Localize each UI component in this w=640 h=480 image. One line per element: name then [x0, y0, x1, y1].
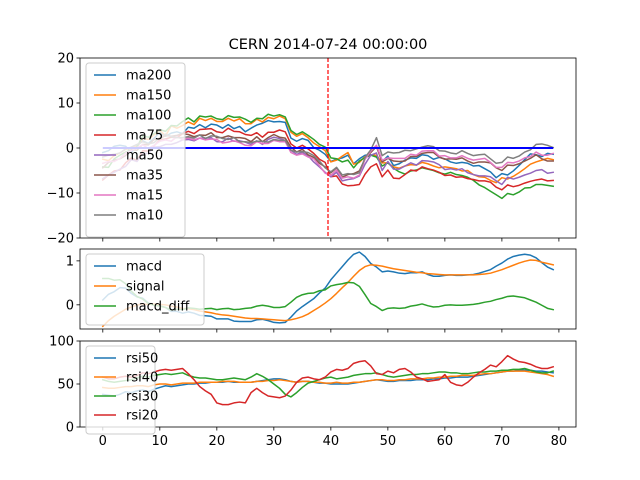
- legend-label-ma150: ma150: [126, 89, 171, 104]
- y-tick-label: −20: [47, 232, 74, 247]
- legend-label-ma200: ma200: [126, 69, 171, 84]
- legend-2: macd signal macd_diff: [85, 253, 205, 326]
- legend-label-rsi40: rsi40: [126, 371, 158, 386]
- y-tick-label: −10: [47, 187, 74, 202]
- x-tick-label: 70: [494, 434, 511, 449]
- y-tick-label: 20: [57, 52, 74, 67]
- legend-label-rsi20: rsi20: [126, 409, 158, 424]
- y-tick-label: 0: [66, 421, 74, 436]
- x-tick-label: 0: [99, 434, 107, 449]
- series-line-rsi20: [101, 354, 555, 406]
- legend-box: [85, 62, 186, 238]
- y-tick-label: 0: [66, 298, 74, 313]
- legend-3: rsi50 rsi40 rsi30 rsi20: [85, 345, 158, 435]
- x-tick-label: 40: [323, 434, 340, 449]
- legend-label-rsi30: rsi30: [126, 390, 158, 405]
- legend-label-ma35: ma35: [126, 169, 163, 184]
- legend-label-signal: signal: [126, 280, 164, 295]
- legend-label-ma75: ma75: [126, 129, 163, 144]
- legend-1: ma200 ma150 ma100 ma75 ma50 ma35 ma15 ma10: [85, 62, 186, 238]
- axes-frame-2: [79, 248, 577, 330]
- x-tick-label: 30: [266, 434, 283, 449]
- legend-label-macd: macd: [126, 260, 162, 275]
- series-line-rsi40: [101, 370, 555, 390]
- legend-label-macd_diff: macd_diff: [126, 300, 190, 315]
- panel-1: −20−1001020ma200ma150ma100ma75ma50ma35ma…: [47, 52, 577, 247]
- series-line-rsi30: [101, 367, 555, 398]
- y-tick-label: 0: [66, 142, 74, 157]
- x-tick-label: 50: [380, 434, 397, 449]
- legend-label-ma100: ma100: [126, 109, 171, 124]
- legend-label-rsi50: rsi50: [126, 352, 158, 367]
- plot-area-3: [101, 354, 555, 406]
- x-tick-label: 80: [551, 434, 568, 449]
- x-tick-label: 10: [152, 434, 169, 449]
- chart-panels: −20−1001020ma200ma150ma100ma75ma50ma35ma…: [47, 52, 577, 449]
- y-tick-label: 10: [57, 97, 74, 112]
- legend-label-ma10: ma10: [126, 209, 163, 224]
- y-tick-label: 1: [66, 254, 74, 269]
- panel-2: 0 1 macd signal macd_diff: [66, 248, 577, 333]
- legend-box: [85, 345, 156, 435]
- legend-label-ma15: ma15: [126, 189, 163, 204]
- chart-title: CERN 2014-07-24 00:00:00: [229, 37, 428, 53]
- x-tick-label: 60: [437, 434, 454, 449]
- y-tick-label: 100: [49, 335, 74, 350]
- x-tick-label: 20: [209, 434, 226, 449]
- legend-label-ma50: ma50: [126, 149, 163, 164]
- y-tick-label: 50: [57, 378, 74, 393]
- legend-box: [85, 253, 205, 326]
